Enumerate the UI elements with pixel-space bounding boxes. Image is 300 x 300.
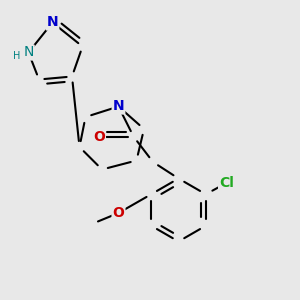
Text: N: N: [47, 16, 58, 29]
Text: N: N: [113, 100, 124, 113]
Text: H: H: [14, 50, 21, 61]
Text: O: O: [112, 206, 124, 220]
Text: Cl: Cl: [219, 176, 234, 190]
Text: N: N: [23, 46, 34, 59]
Text: O: O: [93, 130, 105, 143]
